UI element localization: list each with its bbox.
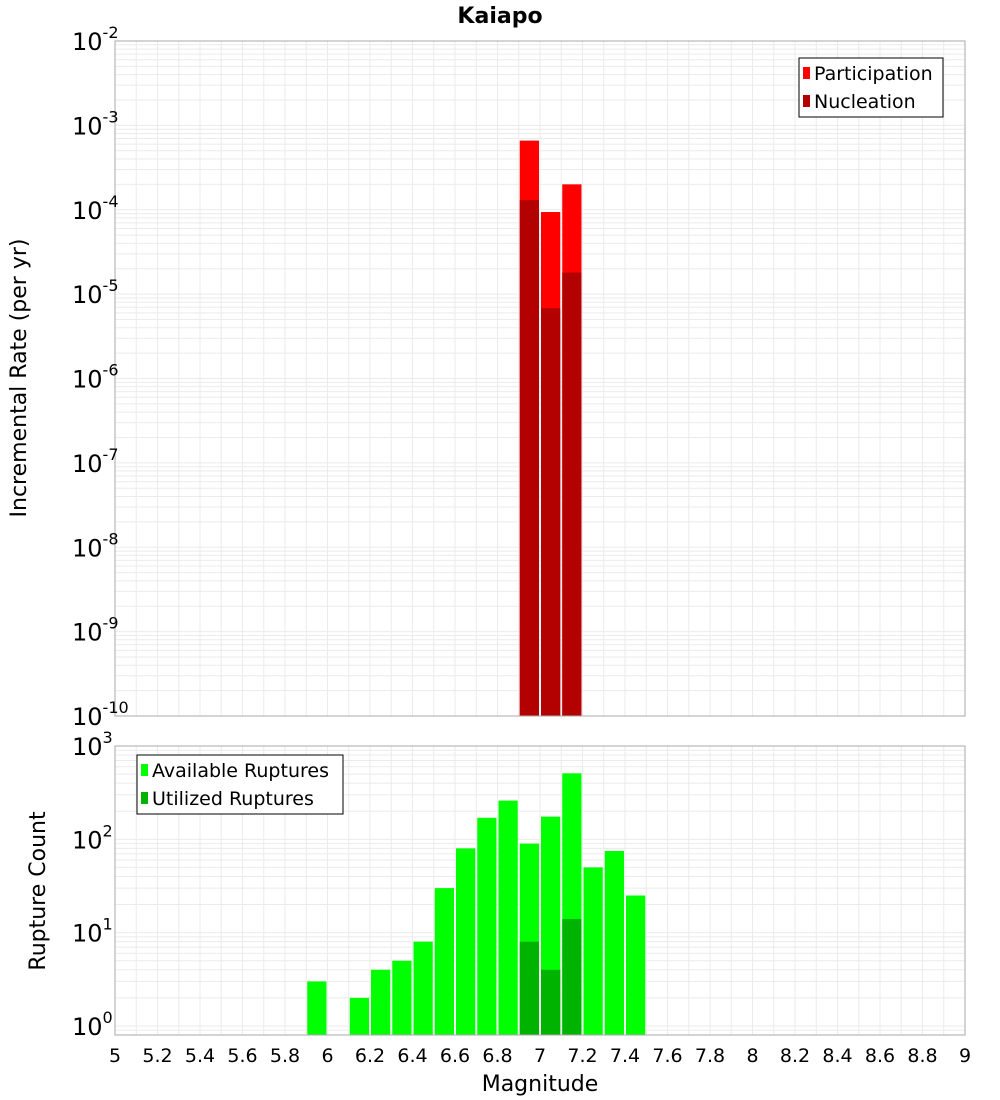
bar xyxy=(307,981,327,1035)
x-tick-label: 6 xyxy=(321,1045,333,1067)
bar xyxy=(626,895,646,1035)
x-tick-label: 5.6 xyxy=(227,1045,257,1067)
legend-box xyxy=(798,57,944,118)
legend-label: Utilized Ruptures xyxy=(152,788,314,810)
plot-frame xyxy=(114,40,966,717)
chart-title: Kaiapo xyxy=(457,4,542,29)
x-axis-label: Magnitude xyxy=(482,1072,599,1097)
x-tick-label: 7.4 xyxy=(610,1045,640,1067)
bar xyxy=(604,850,624,1035)
y-axis-label-rate: Incremental Rate (per yr) xyxy=(7,239,32,518)
legend-label: Participation xyxy=(814,63,933,85)
bar xyxy=(562,919,582,1035)
x-tick-label: 5.4 xyxy=(185,1045,215,1067)
count-panel: 100 101 102 103 Available Ruptures Utilized R… xyxy=(72,728,966,1041)
y-tick-label: 100 xyxy=(72,1008,113,1041)
bar xyxy=(541,969,561,1035)
y-tick-label: 10-3 xyxy=(72,107,119,140)
bar xyxy=(349,997,369,1035)
bar xyxy=(583,867,603,1035)
y-tick-label: 102 xyxy=(72,821,113,854)
rate-panel: 10-10 10-9 10-8 10-7 10-6 10-5 10-4 10-3 10-2 Par… xyxy=(72,23,966,731)
y-tick-labels: 10-10 10-9 10-8 10-7 10-6 10-5 10-4 10-3 10-2 xyxy=(72,23,129,731)
x-tick-label: 7.8 xyxy=(695,1045,725,1067)
bar xyxy=(456,848,476,1035)
plot-frame xyxy=(114,745,966,1036)
legend-label: Nucleation xyxy=(814,91,916,113)
series-available-ruptures xyxy=(307,773,646,1035)
x-tick-label: 6.8 xyxy=(482,1045,512,1067)
x-tick-label: 5.8 xyxy=(270,1045,300,1067)
legend: Available Ruptures Utilized Ruptures xyxy=(136,754,344,815)
series-nucleation xyxy=(519,200,582,716)
y-tick-label: 10-4 xyxy=(72,192,119,225)
x-tick-label: 8.8 xyxy=(907,1045,937,1067)
y-tick-label: 10-2 xyxy=(72,23,119,56)
series-utilized-ruptures xyxy=(519,919,582,1035)
y-tick-label: 10-7 xyxy=(72,445,119,478)
legend: Participation Nucleation xyxy=(798,57,944,118)
y-tick-label: 10-5 xyxy=(72,276,119,309)
grid-lines xyxy=(114,41,966,717)
x-tick-labels: 5 5.2 5.4 5.6 5.8 6 6.2 6.4 6.6 6.8 7 7.2 7.4 7.6 7.8 8… xyxy=(109,1045,971,1067)
bar xyxy=(498,800,518,1035)
bar xyxy=(519,941,539,1035)
bar xyxy=(519,200,539,716)
x-tick-label: 7.2 xyxy=(567,1045,597,1067)
legend-box xyxy=(136,754,344,815)
y-tick-label: 10-8 xyxy=(72,529,119,562)
bar xyxy=(477,817,497,1035)
y-tick-labels: 100 101 102 103 xyxy=(72,728,113,1041)
x-tick-label: 7.6 xyxy=(652,1045,682,1067)
bar xyxy=(562,272,582,716)
y-tick-label: 101 xyxy=(72,915,113,948)
x-tick-label: 6.6 xyxy=(440,1045,470,1067)
bar xyxy=(541,308,561,716)
legend-swatch xyxy=(803,95,810,107)
x-tick-label: 5.2 xyxy=(142,1045,172,1067)
x-tick-label: 7 xyxy=(534,1045,546,1067)
x-tick-label: 9 xyxy=(959,1045,971,1067)
x-tick-label: 8 xyxy=(746,1045,758,1067)
bar xyxy=(371,969,391,1035)
y-tick-label: 103 xyxy=(72,728,113,761)
bar xyxy=(413,941,433,1035)
x-tick-label: 8.6 xyxy=(865,1045,895,1067)
legend-swatch xyxy=(803,67,810,79)
legend-label: Available Ruptures xyxy=(152,760,329,782)
y-axis-label-count: Rupture Count xyxy=(26,811,51,971)
y-tick-label: 10-10 xyxy=(72,698,129,731)
legend-swatch xyxy=(141,792,148,804)
x-tick-label: 5 xyxy=(109,1045,121,1067)
bar xyxy=(392,960,412,1035)
x-tick-label: 6.4 xyxy=(397,1045,427,1067)
legend-swatch xyxy=(141,764,148,776)
x-tick-label: 6.2 xyxy=(355,1045,385,1067)
x-tick-label: 8.4 xyxy=(822,1045,852,1067)
y-tick-label: 10-6 xyxy=(72,361,119,394)
bar xyxy=(434,888,454,1035)
y-tick-label: 10-9 xyxy=(72,614,119,647)
x-tick-label: 8.2 xyxy=(780,1045,810,1067)
